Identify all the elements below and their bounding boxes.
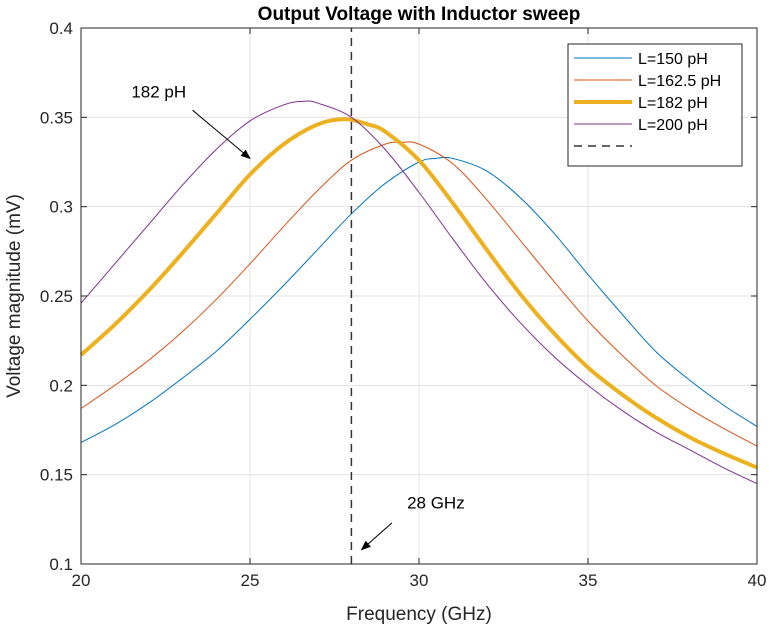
legend-label-0: L=150 pH [638,51,708,68]
x-tick-label: 40 [748,571,767,590]
legend-label-1: L=162.5 pH [638,73,721,90]
series-line-3 [80,100,758,485]
y-tick-label: 0.25 [40,287,73,306]
y-tick-label: 0.15 [40,466,73,485]
legend-label-2: L=182 pH [638,95,708,112]
series-lines [79,28,758,564]
y-tick-label: 0.3 [49,198,73,217]
x-tick-label: 25 [241,571,260,590]
legend-label-3: L=200 pH [638,117,708,134]
x-tick-label: 30 [410,571,429,590]
x-tick-label: 20 [72,571,91,590]
annotation-text-0: 182 pH [131,83,186,102]
y-tick-label: 0.1 [49,555,73,574]
series-line-1 [80,141,758,447]
x-axis-label: Frequency (GHz) [346,604,492,625]
y-tick-label: 0.4 [49,19,73,38]
legend: L=150 pH L=162.5 pH L=182 pH L=200 pH [567,43,743,167]
series-line-0 [80,156,758,443]
annotation-text-1: 28 GHz [407,494,465,513]
y-axis-label: Voltage magnitude (mV) [4,194,25,398]
x-tick-label: 35 [579,571,598,590]
y-tick-label: 0.35 [40,108,73,127]
legend-box [567,43,743,167]
chart-title: Output Voltage with Inductor sweep [258,4,581,25]
annotations: 182 pH 28 GHz [131,83,465,551]
annotation-arrow-1 [360,522,393,551]
series-line-2 [79,117,758,470]
annotation-arrow-0 [192,109,251,160]
axis-ticks: 20 25 30 35 40 0.1 0.15 0.2 0.25 0.3 0.35 0.4 [40,19,767,590]
y-tick-label: 0.2 [49,376,73,395]
